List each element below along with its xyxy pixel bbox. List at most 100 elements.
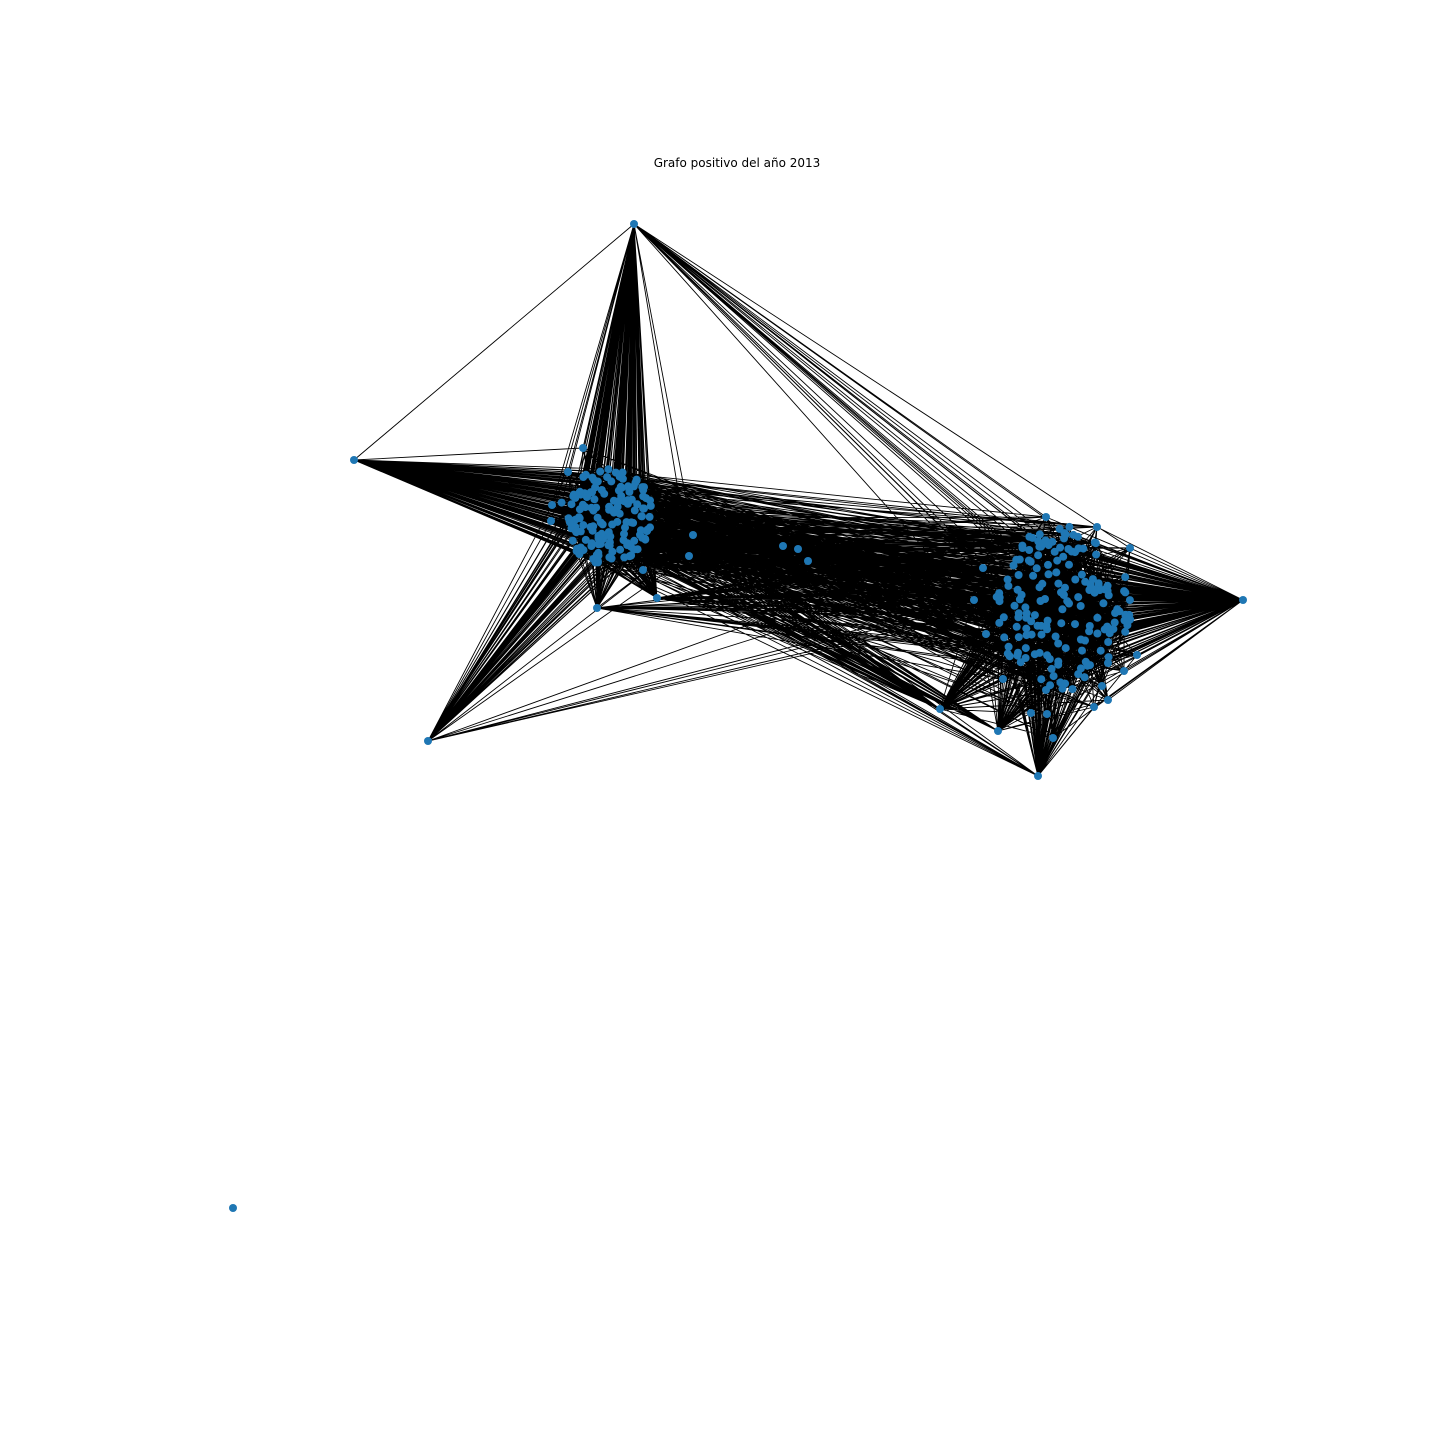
graph-node (1029, 571, 1038, 580)
graph-node (1085, 627, 1094, 636)
graph-node (1028, 533, 1037, 542)
graph-nodes (229, 220, 1247, 1212)
graph-node (1044, 560, 1052, 569)
graph-node (1123, 619, 1132, 628)
graph-node (616, 482, 625, 491)
graph-node (637, 512, 646, 521)
graph-node (627, 518, 636, 527)
graph-node (608, 520, 617, 529)
graph-node (350, 456, 358, 464)
graph-node (564, 468, 572, 476)
graph-node (1013, 651, 1022, 660)
graph-node (999, 675, 1007, 683)
graph-node (633, 545, 642, 554)
graph-node (229, 1204, 237, 1212)
graph-node (1104, 696, 1112, 704)
graph-node (1133, 651, 1141, 659)
graph-node (639, 492, 648, 501)
graph-node (1009, 561, 1018, 570)
graph-node (1239, 596, 1247, 604)
graph-node (605, 553, 614, 562)
graph-node (1056, 543, 1065, 552)
graph-node (582, 493, 591, 502)
graph-node (1043, 710, 1051, 718)
graph-node (590, 476, 599, 485)
graph-node (1076, 602, 1085, 610)
graph-node (1005, 652, 1014, 661)
graph-node (579, 521, 588, 530)
graph-node (632, 476, 641, 485)
graph-node (1035, 530, 1044, 539)
graph-node (568, 536, 577, 545)
graph-node (579, 444, 587, 452)
graph-node (779, 542, 787, 550)
graph-node (1042, 513, 1050, 521)
graph-node (1078, 646, 1086, 655)
graph-node (1120, 587, 1129, 596)
graph-node (1051, 632, 1060, 641)
graph-node (1059, 590, 1068, 599)
graph-node (1065, 522, 1074, 531)
graph-node (1000, 633, 1009, 642)
graph-node (557, 498, 566, 507)
graph-node (1074, 544, 1083, 553)
graph-node (1103, 622, 1112, 631)
graph-node (575, 505, 584, 514)
graph-node (1032, 564, 1041, 573)
graph-node (1057, 619, 1066, 628)
graph-node (1068, 685, 1077, 694)
graph-node (1015, 555, 1024, 564)
graph-node (1121, 627, 1130, 636)
graph-node (936, 705, 944, 713)
graph-node (576, 543, 585, 552)
graph-node (594, 540, 603, 549)
graph-node (1052, 568, 1061, 577)
graph-node (995, 618, 1004, 627)
graph-node (1126, 544, 1134, 552)
graph-node (1016, 658, 1025, 667)
graph-node (1014, 613, 1023, 622)
graph-node (1059, 552, 1068, 561)
graph-node (1099, 599, 1108, 608)
graph-node (1080, 673, 1089, 682)
graph-node (587, 542, 596, 550)
graph-node (593, 513, 602, 522)
graph-node (594, 558, 602, 567)
graph-node (689, 531, 697, 539)
graph-node (979, 564, 987, 572)
graph-node (982, 630, 990, 638)
graph-node (1076, 664, 1085, 673)
graph-node (1120, 667, 1128, 675)
graph-node (596, 467, 605, 476)
graph-node (1050, 547, 1059, 556)
graph-node (1004, 581, 1013, 590)
graph-node (1089, 585, 1097, 594)
graph-node (1027, 630, 1036, 639)
graph-node (579, 473, 588, 481)
graph-node (605, 538, 614, 547)
graph-node (1090, 703, 1098, 711)
graph-node (645, 512, 654, 521)
graph-node (575, 487, 584, 496)
graph-node (547, 517, 555, 525)
graph-node (1035, 648, 1044, 657)
graph-node (1098, 682, 1106, 690)
graph-node (1014, 633, 1023, 642)
graph-node (575, 550, 584, 559)
graph-node (620, 553, 629, 562)
graph-node (1037, 630, 1046, 639)
graph-node (600, 489, 609, 498)
graph-node (653, 594, 661, 602)
graph-node (616, 545, 625, 554)
graph-node (1004, 642, 1013, 651)
graph-node (621, 523, 629, 532)
graph-node (1042, 621, 1051, 630)
graph-node (804, 557, 812, 565)
graph-node (1044, 541, 1053, 550)
graph-node (567, 500, 576, 509)
graph-node (1104, 653, 1113, 662)
graph-node (572, 528, 581, 537)
graph-node (1054, 639, 1063, 648)
graph-node (1104, 638, 1113, 646)
graph-node (1103, 581, 1112, 590)
